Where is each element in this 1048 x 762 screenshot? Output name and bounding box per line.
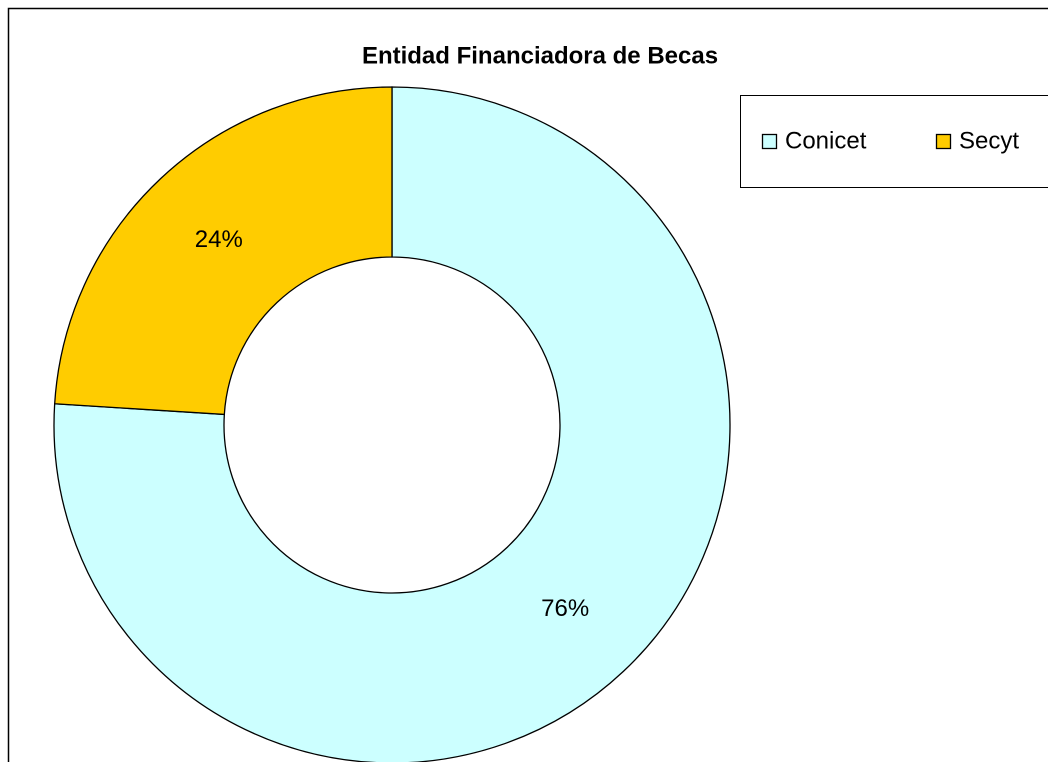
donut-segment [53, 86, 393, 416]
legend-swatch [761, 133, 778, 150]
data-label: 76% [541, 595, 589, 622]
legend-label: Secyt [959, 127, 1019, 154]
legend-swatch [935, 133, 952, 150]
data-label: 24% [195, 226, 243, 253]
donut-segment [53, 86, 731, 762]
chart-title: Entidad Financiadora de Becas [362, 42, 718, 69]
legend-label: Conicet [785, 127, 867, 154]
legend-box [740, 95, 1048, 188]
